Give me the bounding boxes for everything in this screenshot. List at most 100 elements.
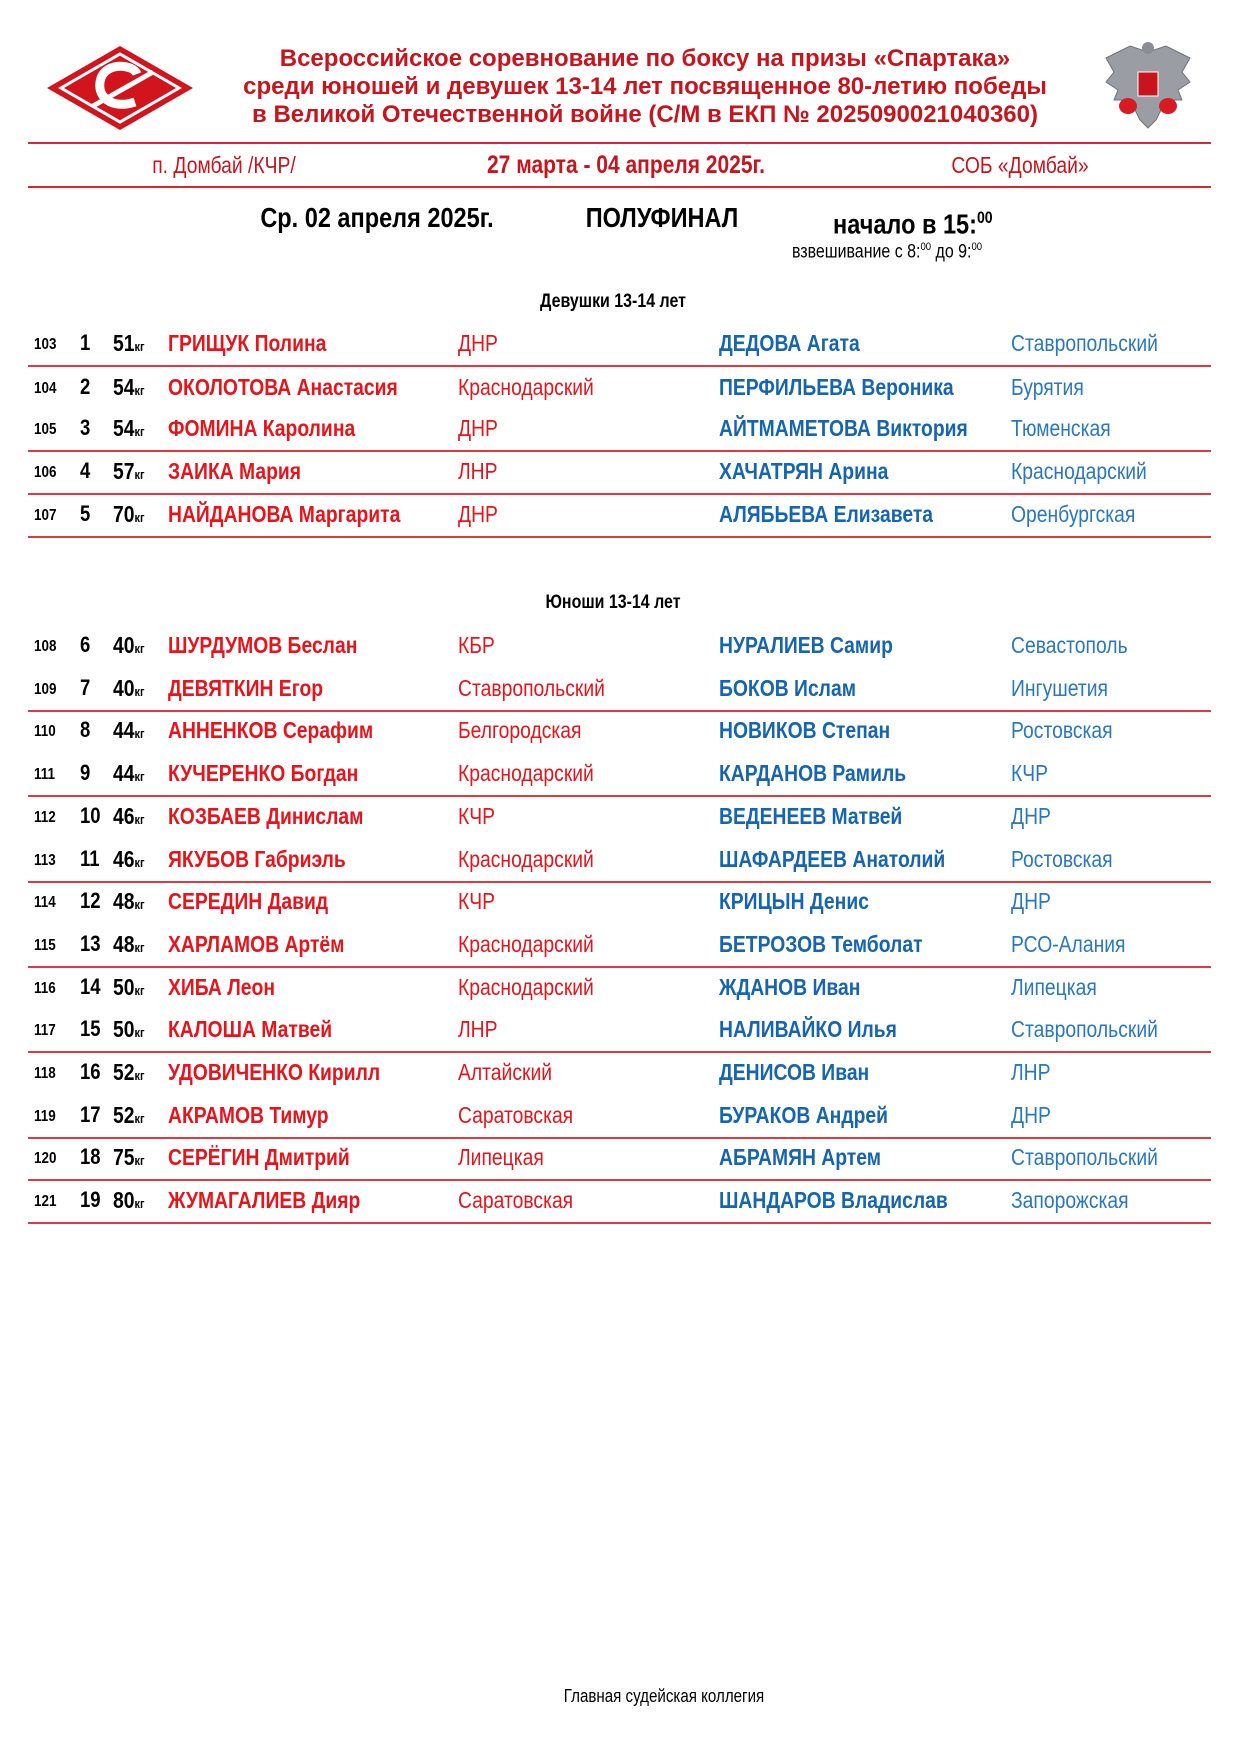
blue-boxer-region: Краснодарский [1011, 458, 1173, 484]
weight: 54кг [113, 415, 151, 445]
red-boxer-name: ШУРДУМОВ Беслан [168, 632, 393, 658]
red-boxer-name: АКРАМОВ Тимур [168, 1102, 359, 1128]
blue-boxer-name-text: ДЕНИСОВ Иван [719, 1059, 870, 1085]
bout-number-text: 116 [34, 980, 56, 997]
blue-boxer-region-text: ДНР [1011, 1102, 1051, 1128]
blue-boxer-name: ХАЧАТРЯН Арина [719, 458, 921, 484]
row-divider [28, 966, 1211, 968]
red-boxer-name: ОКОЛОТОВА Анастасия [168, 374, 442, 400]
weight-text: 46кг [113, 846, 145, 872]
blue-boxer-region-text: Ростовская [1011, 717, 1113, 743]
weight-text: 52кг [113, 1059, 145, 1085]
bout-number: 115 [34, 933, 60, 959]
unit-kg: кг [134, 1153, 145, 1168]
pair-number: 19 [80, 1187, 104, 1213]
title-line-3: в Великой Отечественной войне (С/М в ЕКП… [252, 101, 1038, 128]
red-boxer-region: Белгородская [458, 717, 605, 743]
red-boxer-region-text: Ставропольский [458, 675, 605, 701]
blue-boxer-region-text: Липецкая [1011, 974, 1097, 1000]
bout-number-text: 112 [34, 809, 56, 826]
bout-number: 114 [34, 890, 60, 916]
unit-kg: кг [134, 339, 145, 354]
blue-boxer-region: Ставропольский [1011, 1144, 1186, 1170]
weight: 46кг [113, 846, 151, 876]
weight-text: 80кг [113, 1187, 145, 1213]
pair-number-text: 1 [80, 330, 91, 355]
pair-number: 17 [80, 1102, 104, 1128]
unit-kg: кг [134, 1111, 145, 1126]
red-boxer-region-text: КЧР [458, 888, 496, 914]
red-boxer-name-text: АКРАМОВ Тимур [168, 1102, 329, 1128]
red-boxer-name-text: ДЕВЯТКИН Егор [168, 675, 324, 701]
red-boxer-region: Липецкая [458, 1144, 560, 1170]
weight-text: 48кг [113, 888, 145, 914]
weight: 46кг [113, 803, 151, 833]
red-boxer-region: КЧР [458, 803, 502, 829]
blue-boxer-name: НОВИКОВ Степан [719, 717, 923, 743]
location: п. Домбай /КЧР/ [139, 152, 310, 178]
bout-number: 105 [34, 417, 61, 443]
red-boxer-region: КЧР [458, 888, 502, 914]
unit-kg: кг [134, 983, 145, 998]
row-divider [28, 1179, 1211, 1181]
weight: 54кг [113, 374, 151, 404]
weight: 40кг [113, 675, 151, 705]
weight-text: 46кг [113, 803, 145, 829]
blue-boxer-region: Оренбургская [1011, 501, 1159, 527]
blue-boxer-name-text: НОВИКОВ Степан [719, 717, 891, 743]
red-boxer-name-text: НАЙДАНОВА Маргарита [168, 501, 401, 527]
weight: 80кг [113, 1187, 151, 1217]
pair-number: 9 [80, 760, 92, 786]
red-boxer-name: ФОМИНА Каролина [168, 415, 391, 441]
pair-number-text: 2 [80, 374, 91, 399]
blue-boxer-name-text: ВЕДЕНЕЕВ Матвей [719, 803, 903, 829]
blue-boxer-region: Ставропольский [1011, 330, 1186, 356]
bout-number: 103 [34, 332, 61, 358]
title-line-2: среди юношей и девушек 13-14 лет посвяще… [243, 73, 1047, 100]
row-divider [28, 450, 1211, 452]
blue-boxer-name-text: ШАФАРДЕЕВ Анатолий [719, 846, 946, 872]
red-boxer-name: ДЕВЯТКИН Егор [168, 675, 353, 701]
unit-kg: кг [134, 684, 145, 699]
blue-boxer-region-text: Запорожская [1011, 1187, 1129, 1213]
unit-kg: кг [134, 812, 145, 827]
bout-number-text: 113 [34, 852, 56, 869]
weight: 57кг [113, 458, 151, 488]
red-boxer-region-text: Краснодарский [458, 931, 594, 957]
blue-boxer-region: Севастополь [1011, 632, 1150, 658]
red-boxer-name: ЗАИКА Мария [168, 458, 326, 484]
weight-text: 70кг [113, 501, 145, 527]
red-boxer-name-text: КУЧЕРЕНКО Богдан [168, 760, 359, 786]
blue-boxer-region: ДНР [1011, 888, 1059, 914]
blue-boxer-region-text: Ростовская [1011, 846, 1113, 872]
start-minutes: 00 [976, 208, 993, 227]
blue-boxer-name: КАРДАНОВ Рамиль [719, 760, 942, 786]
blue-boxer-name-text: БЕТРОЗОВ Темболат [719, 931, 923, 957]
blue-boxer-name-text: ПЕРФИЛЬЕВА Вероника [719, 374, 954, 400]
red-boxer-region: Алтайский [458, 1059, 570, 1085]
red-boxer-region-text: Краснодарский [458, 374, 594, 400]
girls-title-text: Девушки 13-14 лет [540, 291, 686, 312]
weight-text: 57кг [113, 458, 145, 484]
red-boxer-region-text: Белгородская [458, 717, 582, 743]
row-divider [28, 1222, 1211, 1224]
red-boxer-region: ЛНР [458, 458, 505, 484]
pair-number-text: 8 [80, 717, 91, 742]
pair-number: 1 [80, 330, 92, 356]
red-boxer-region: Краснодарский [458, 931, 620, 957]
bout-number: 116 [34, 976, 60, 1002]
pair-number: 3 [80, 415, 92, 441]
blue-boxer-name: НУРАЛИЕВ Самир [719, 632, 926, 658]
venue: СОБ «Домбай» [938, 152, 1102, 178]
bout-number-text: 121 [34, 1193, 57, 1210]
spartak-logo [47, 46, 193, 130]
pair-number-text: 11 [80, 846, 100, 871]
blue-boxer-name-text: АЙТМАМЕТОВА Виктория [719, 415, 968, 441]
blue-boxer-name-text: АБРАМЯН Артем [719, 1144, 882, 1170]
weight-text: 50кг [113, 974, 145, 1000]
weight: 48кг [113, 931, 151, 961]
red-boxer-name-text: КОЗБАЕВ Динислам [168, 803, 364, 829]
red-boxer-name: СЕРЕДИН Давид [168, 888, 359, 914]
blue-boxer-region-text: ДНР [1011, 888, 1051, 914]
unit-kg: кг [134, 769, 145, 784]
